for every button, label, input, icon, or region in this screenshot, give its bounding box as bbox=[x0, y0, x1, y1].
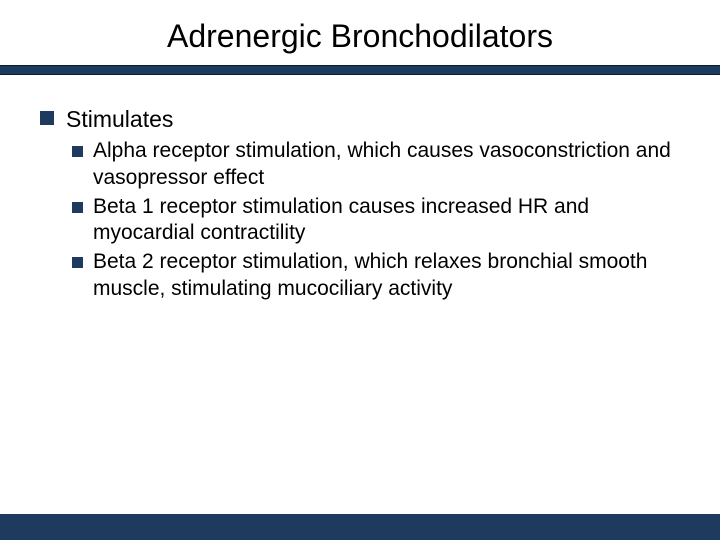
title-area: Adrenergic Bronchodilators bbox=[0, 0, 720, 65]
bullet-level1: Stimulates bbox=[40, 105, 680, 134]
square-bullet-icon bbox=[72, 202, 83, 213]
footer-bar bbox=[0, 514, 720, 540]
bullet-level2: Beta 1 receptor stimulation causes incre… bbox=[72, 194, 680, 248]
bullet-text: Beta 2 receptor stimulation, which relax… bbox=[93, 249, 680, 303]
title-underline bbox=[0, 65, 720, 75]
bullet-level2: Beta 2 receptor stimulation, which relax… bbox=[72, 249, 680, 303]
bullet-text: Beta 1 receptor stimulation causes incre… bbox=[93, 194, 680, 248]
slide-title: Adrenergic Bronchodilators bbox=[0, 18, 720, 55]
content-area: Stimulates Alpha receptor stimulation, w… bbox=[0, 75, 720, 303]
bullet-level2: Alpha receptor stimulation, which causes… bbox=[72, 138, 680, 192]
bullet-text: Alpha receptor stimulation, which causes… bbox=[93, 138, 680, 192]
square-bullet-icon bbox=[72, 146, 83, 157]
square-bullet-icon bbox=[40, 111, 54, 125]
square-bullet-icon bbox=[72, 257, 83, 268]
bullet-text: Stimulates bbox=[66, 105, 173, 134]
